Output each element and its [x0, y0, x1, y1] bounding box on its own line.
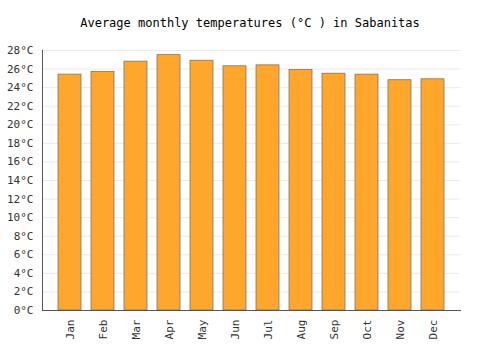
svg-text:Nov: Nov	[394, 319, 407, 339]
svg-text:Feb: Feb	[97, 320, 110, 340]
svg-text:8°C: 8°C	[14, 230, 34, 243]
svg-text:Aug: Aug	[295, 320, 308, 340]
svg-text:16°C: 16°C	[7, 155, 34, 168]
svg-text:Jan: Jan	[64, 320, 77, 340]
svg-text:2°C: 2°C	[14, 285, 34, 298]
svg-text:0°C: 0°C	[14, 304, 34, 317]
svg-text:18°C: 18°C	[7, 137, 34, 150]
svg-text:24°C: 24°C	[7, 81, 34, 94]
svg-text:Mar: Mar	[130, 319, 143, 339]
svg-text:26°C: 26°C	[7, 63, 34, 76]
svg-text:20°C: 20°C	[7, 118, 34, 131]
svg-text:Sep: Sep	[328, 320, 341, 340]
html-text:Average monthly temperatures (: Average monthly temperatures (°C ) in Sa…	[80, 16, 420, 30]
svg-text:Apr: Apr	[163, 319, 176, 339]
svg-text:12°C: 12°C	[7, 193, 34, 206]
svg-text:6°C: 6°C	[14, 248, 34, 261]
svg-text:22°C: 22°C	[7, 100, 34, 113]
svg-text:14°C: 14°C	[7, 174, 34, 187]
svg-text:Dec: Dec	[427, 320, 440, 340]
svg-text:Jul: Jul	[262, 320, 275, 340]
svg-text:4°C: 4°C	[14, 267, 34, 280]
svg-text:Jun: Jun	[229, 320, 242, 340]
svg-text:Oct: Oct	[361, 320, 374, 340]
svg-text:May: May	[196, 319, 209, 339]
svg-text:28°C: 28°C	[7, 44, 34, 57]
svg-text:10°C: 10°C	[7, 211, 34, 224]
